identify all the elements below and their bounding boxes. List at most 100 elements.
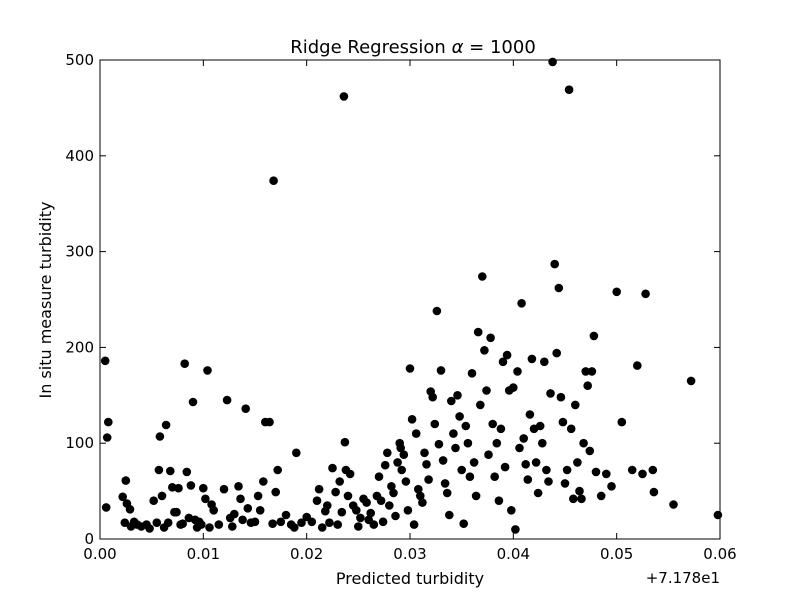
data-point <box>686 376 696 386</box>
data-point <box>331 487 340 497</box>
data-point <box>638 469 647 479</box>
data-point <box>369 520 379 529</box>
data-point <box>533 488 543 498</box>
data-point <box>238 515 247 525</box>
data-point <box>445 510 454 520</box>
data-point <box>556 392 566 402</box>
data-point <box>552 348 561 358</box>
data-point <box>587 367 597 376</box>
data-point <box>376 496 386 506</box>
data-point <box>273 465 283 475</box>
y-tick-label: 0 <box>84 530 94 548</box>
data-point <box>343 491 353 501</box>
data-point <box>325 518 334 527</box>
x-tick-label: 0.06 <box>703 545 736 563</box>
data-point <box>163 518 173 527</box>
data-point <box>407 415 417 424</box>
data-point <box>152 518 162 527</box>
data-points <box>100 57 723 534</box>
data-point <box>387 482 396 491</box>
data-point <box>401 477 411 486</box>
data-point <box>488 419 498 429</box>
data-point <box>517 299 526 308</box>
data-point <box>178 519 187 528</box>
data-point <box>531 458 541 467</box>
data-point <box>418 498 427 507</box>
data-point <box>562 465 572 475</box>
data-point <box>265 417 274 427</box>
data-point <box>157 491 167 501</box>
x-tick-label: 0.03 <box>393 545 426 563</box>
data-point <box>352 506 361 515</box>
data-point <box>102 433 112 442</box>
data-point <box>447 396 456 406</box>
data-point <box>523 475 533 484</box>
data-point <box>583 381 592 391</box>
data-point <box>494 496 504 506</box>
data-point <box>250 517 260 527</box>
data-point <box>290 523 299 532</box>
data-point <box>222 395 232 405</box>
data-point <box>442 488 452 498</box>
data-point <box>507 506 516 515</box>
data-point <box>591 467 601 477</box>
data-point <box>511 525 520 534</box>
y-axis-label: In situ measure turbidity <box>36 201 55 398</box>
data-point <box>554 283 564 293</box>
data-point <box>617 417 627 427</box>
data-point <box>253 491 263 501</box>
data-point <box>540 357 549 367</box>
data-point <box>420 448 429 458</box>
data-point <box>209 506 218 515</box>
data-point <box>440 479 450 488</box>
data-point <box>228 522 237 531</box>
data-point <box>422 460 431 469</box>
data-point <box>339 92 349 101</box>
data-point <box>186 481 196 490</box>
data-point <box>201 494 210 504</box>
data-point <box>312 496 322 506</box>
chart-title: Ridge Regression α = 1000 <box>290 37 536 58</box>
data-point <box>492 438 502 448</box>
data-point <box>378 517 388 527</box>
y-tick-label: 100 <box>65 434 94 452</box>
data-point <box>496 424 506 434</box>
data-point <box>292 448 301 458</box>
data-point <box>101 503 111 512</box>
data-point <box>100 356 110 366</box>
data-point <box>515 443 524 453</box>
data-point <box>174 483 183 493</box>
data-point <box>449 429 458 438</box>
x-axis-offset-label: +7.178e1 <box>646 569 720 587</box>
data-point <box>548 57 557 67</box>
y-axis-ticks: 0 100 200 300 400 500 <box>65 51 720 548</box>
data-point <box>362 498 371 507</box>
data-point <box>366 508 376 518</box>
data-point <box>596 491 606 501</box>
data-point <box>271 487 281 497</box>
y-tick-label: 500 <box>65 51 94 69</box>
data-point <box>542 465 551 475</box>
data-point <box>197 520 206 529</box>
data-point <box>453 391 462 400</box>
data-point <box>333 520 343 529</box>
data-point <box>486 333 495 343</box>
data-point <box>633 361 642 370</box>
data-point <box>478 272 487 281</box>
data-point <box>459 519 469 528</box>
data-point <box>145 524 154 533</box>
y-tick-label: 400 <box>65 147 94 165</box>
data-point <box>546 389 555 398</box>
data-point <box>436 366 446 375</box>
plot-area-frame <box>99 59 721 540</box>
data-point <box>385 501 394 510</box>
data-point <box>269 176 278 185</box>
data-point <box>589 331 599 341</box>
data-point <box>461 421 471 431</box>
data-point <box>579 438 588 448</box>
data-point <box>268 519 277 528</box>
x-tick-label: 0.00 <box>83 545 116 563</box>
data-point <box>538 438 547 448</box>
data-point <box>571 400 580 410</box>
